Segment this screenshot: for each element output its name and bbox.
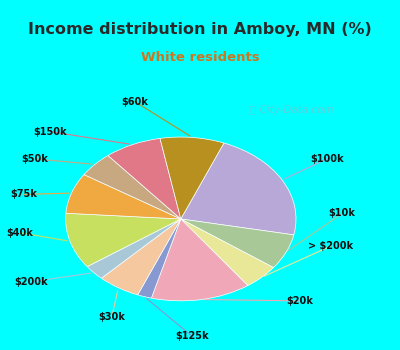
Text: > $200k: > $200k (308, 241, 353, 251)
Text: $125k: $125k (176, 331, 209, 341)
Text: Ⓢ City-Data.com: Ⓢ City-Data.com (250, 105, 334, 115)
Text: $75k: $75k (10, 189, 37, 200)
Wedge shape (84, 155, 181, 219)
Text: White residents: White residents (141, 51, 259, 64)
Wedge shape (181, 219, 294, 267)
Wedge shape (138, 219, 181, 298)
Text: $150k: $150k (34, 127, 67, 136)
Text: Income distribution in Amboy, MN (%): Income distribution in Amboy, MN (%) (28, 22, 372, 37)
Wedge shape (87, 219, 181, 278)
Wedge shape (181, 219, 274, 286)
Wedge shape (181, 143, 296, 235)
Text: $100k: $100k (310, 154, 344, 164)
Text: $40k: $40k (6, 228, 33, 238)
Text: $200k: $200k (14, 277, 48, 287)
Wedge shape (108, 138, 181, 219)
Wedge shape (101, 219, 181, 295)
Text: $60k: $60k (121, 97, 148, 106)
Wedge shape (160, 137, 224, 219)
Text: $30k: $30k (98, 312, 125, 322)
Wedge shape (151, 219, 248, 301)
Wedge shape (66, 175, 181, 219)
Text: $50k: $50k (22, 154, 48, 164)
Text: $10k: $10k (329, 209, 356, 218)
Text: $20k: $20k (286, 296, 313, 306)
Wedge shape (66, 213, 181, 267)
